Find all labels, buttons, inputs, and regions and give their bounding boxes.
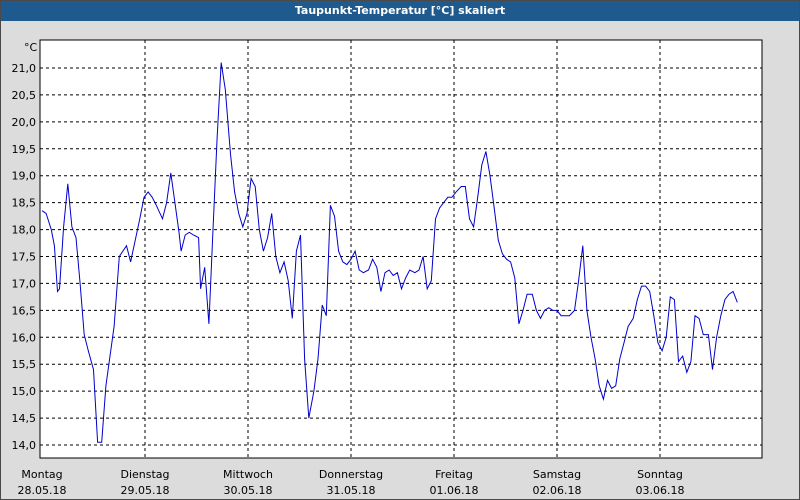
- y-tick-label: 15,5: [12, 358, 37, 371]
- x-tick-day-label: Mittwoch: [223, 468, 273, 481]
- x-tick-day-label: Donnerstag: [319, 468, 383, 481]
- y-tick-label: 19,0: [12, 170, 37, 183]
- x-tick-day-label: Montag: [21, 468, 62, 481]
- dewpoint-temperature-series: [41, 62, 738, 443]
- window-title: Taupunkt-Temperatur [°C] skaliert: [1, 1, 799, 21]
- x-tick-day-label: Dienstag: [120, 468, 169, 481]
- y-tick-label: 14,5: [12, 412, 37, 425]
- x-tick-day-label: Sonntag: [637, 468, 683, 481]
- x-tick-date-label: 30.05.18: [224, 484, 273, 497]
- x-tick-date-label: 29.05.18: [121, 484, 170, 497]
- y-tick-label: 20,5: [12, 89, 37, 102]
- y-tick-label: 15,0: [12, 385, 37, 398]
- plot-area: [39, 39, 763, 459]
- grid-lines: [40, 40, 762, 458]
- x-tick-date-label: 28.05.18: [18, 484, 67, 497]
- y-tick-label: 17,0: [12, 277, 37, 290]
- x-tick-date-label: 01.06.18: [430, 484, 479, 497]
- y-tick-label: 21,0: [12, 62, 37, 75]
- y-axis-ticks: 21,0 20,5 20,0 19,5 19,0 18,5 18,0 17,5 17,0 16,5…: [12, 62, 37, 452]
- x-tick-date-label: 03.06.18: [636, 484, 685, 497]
- x-tick-day-label: Freitag: [435, 468, 473, 481]
- x-tick-date-label: 31.05.18: [327, 484, 376, 497]
- y-tick-label: 14,0: [12, 439, 37, 452]
- y-tick-label: 20,0: [12, 116, 37, 129]
- y-tick-label: 17,5: [12, 251, 37, 264]
- x-tick-day-label: Samstag: [533, 468, 581, 481]
- y-tick-label: 16,5: [12, 304, 37, 317]
- y-axis-unit-label: °C: [24, 41, 38, 54]
- y-tick-label: 19,5: [12, 143, 37, 156]
- x-tick-date-label: 02.06.18: [533, 484, 582, 497]
- y-tick-label: 18,5: [12, 197, 37, 210]
- y-tick-label: 16,0: [12, 331, 37, 344]
- y-tick-label: 18,0: [12, 224, 37, 237]
- x-axis-ticks: Montag 28.05.18 Dienstag 29.05.18 Mittwoch 30…: [18, 468, 685, 497]
